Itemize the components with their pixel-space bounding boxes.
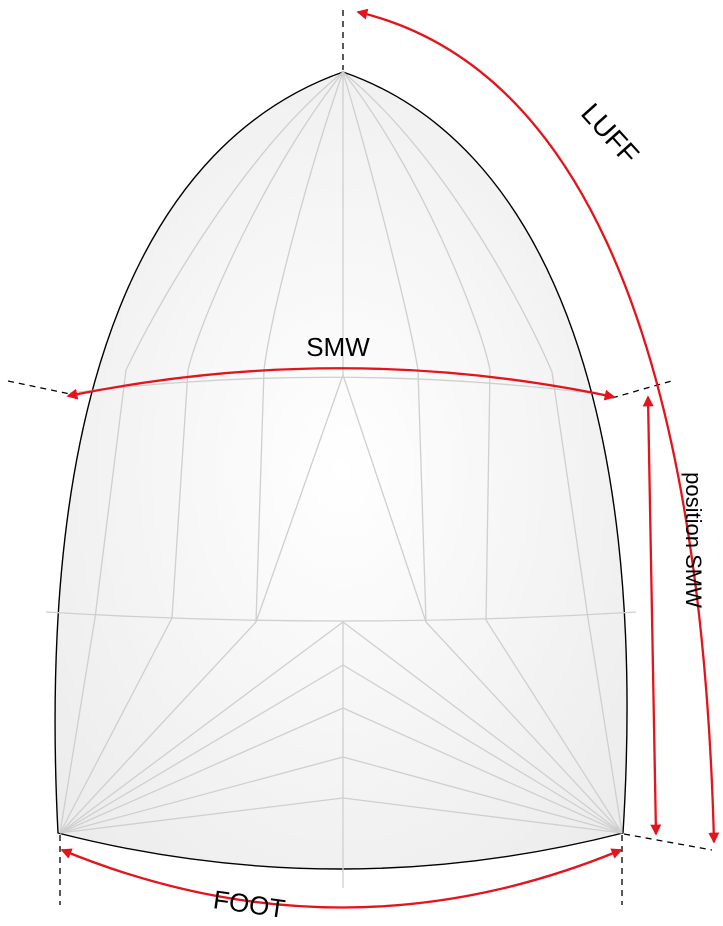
luff-label: LUFF bbox=[575, 97, 645, 170]
measurement-arrows bbox=[60, 8, 720, 909]
smw-arrow bbox=[66, 367, 616, 401]
position-smw-arrow bbox=[642, 395, 662, 836]
position-smw-label: position SMW bbox=[681, 472, 706, 608]
foot-label: FOOT bbox=[211, 884, 287, 924]
luff-arrow bbox=[356, 8, 720, 844]
foot-arrow bbox=[60, 848, 623, 909]
sail-outline bbox=[54, 71, 628, 870]
smw-label: SMW bbox=[306, 332, 370, 362]
